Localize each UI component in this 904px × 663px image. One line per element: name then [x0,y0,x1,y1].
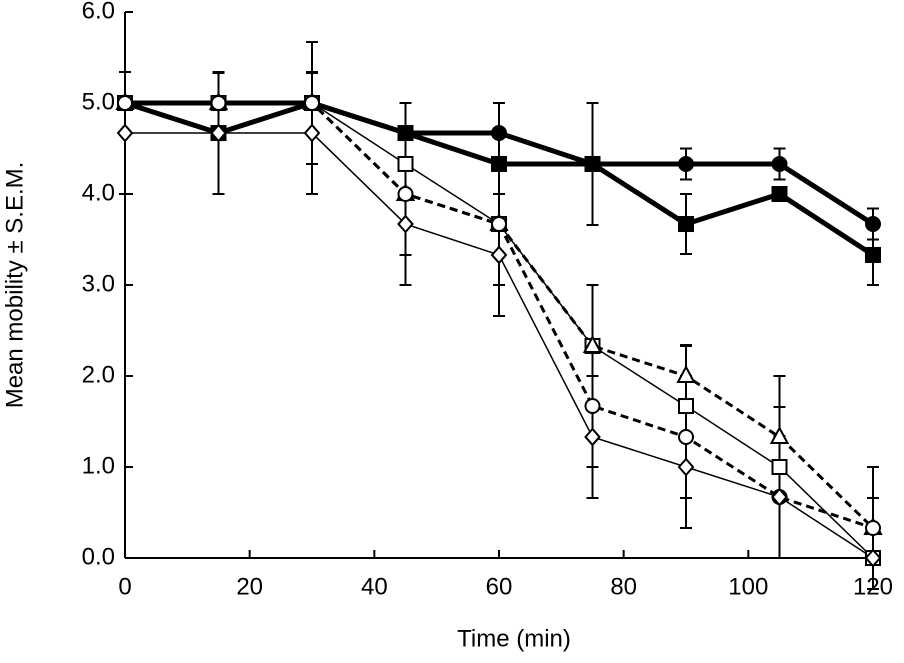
x-tick-label: 80 [610,573,637,600]
marker [677,457,695,477]
y-tick-label: 1.0 [82,452,115,479]
marker [304,95,320,111]
marker [491,216,507,233]
y-tick-label: 4.0 [82,179,115,206]
x-tick-label: 0 [118,573,131,600]
marker [491,155,507,172]
marker [678,216,694,233]
x-tick-label: 40 [361,573,388,600]
marker [397,214,414,234]
marker [397,155,414,172]
marker [584,398,601,415]
y-axis-label: Mean mobility ± S.E.M. [1,162,28,409]
marker [303,123,321,143]
marker [865,246,881,263]
marker [490,245,508,265]
marker [210,95,227,111]
marker [210,123,227,143]
marker [771,186,788,202]
marker [678,428,694,445]
marker [584,427,601,447]
marker [397,125,414,142]
x-axis-label: Time (min) [457,625,571,652]
marker [771,487,788,507]
marker [678,398,694,415]
marker [676,364,696,383]
y-tick-label: 3.0 [82,270,115,297]
x-tick-label: 100 [728,573,768,600]
marker [769,425,790,444]
y-tick-label: 0.0 [82,543,115,570]
x-tick-label: 60 [486,573,513,600]
marker [397,186,414,202]
marker [678,155,694,172]
y-tick-label: 5.0 [82,88,115,115]
marker [864,548,882,568]
marker [491,125,507,142]
marker [584,155,601,172]
y-tick-label: 2.0 [82,361,115,388]
marker [865,216,881,233]
y-tick-label: 6.0 [82,0,115,24]
marker [116,123,134,143]
marker [865,519,881,536]
marker [771,155,788,172]
marker [582,334,603,353]
x-tick-label: 20 [236,573,263,600]
marker [117,95,133,111]
series-line [125,101,874,530]
marker [771,459,788,475]
